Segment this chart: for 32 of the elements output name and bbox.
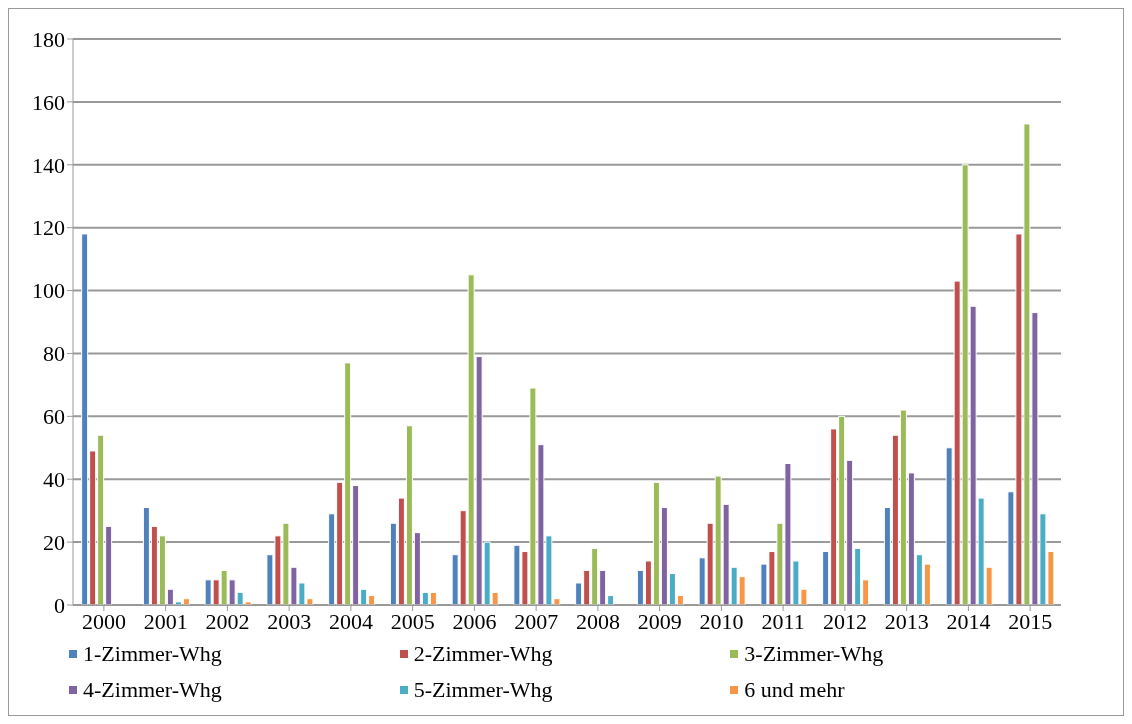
legend-label: 1-Zimmer-Whg	[83, 641, 222, 667]
x-tick-label: 2008	[575, 608, 620, 634]
legend-label: 5-Zimmer-Whg	[413, 677, 553, 703]
y-tick-label: 60	[43, 404, 65, 430]
x-tick-label: 2005	[390, 608, 435, 634]
y-tick-label: 40	[43, 467, 65, 493]
legend-label: 4-Zimmer-Whg	[83, 677, 222, 703]
y-tick-label: 100	[32, 278, 65, 304]
x-tick-label: 2007	[514, 608, 559, 634]
x-tick-label: 2010	[699, 608, 744, 634]
x-tick-label: 2000	[81, 608, 126, 634]
x-tick-label: 2004	[328, 608, 373, 634]
y-tick-label: 140	[32, 152, 65, 178]
x-tick-label: 2011	[761, 608, 805, 634]
x-tick-label: 2002	[205, 608, 250, 634]
x-tick-label: 2014	[946, 608, 991, 634]
legend-label: 6 und mehr	[744, 677, 845, 703]
y-tick-label: 80	[43, 341, 65, 367]
y-tick-label: 160	[32, 89, 65, 115]
x-tick-label: 2006	[452, 608, 497, 634]
y-tick-label: 0	[54, 592, 65, 618]
x-tick-label: 2012	[822, 608, 867, 634]
legend-label: 2-Zimmer-Whg	[413, 641, 553, 667]
legend-label: 3-Zimmer-Whg	[744, 641, 884, 667]
x-tick-label: 2003	[267, 608, 312, 634]
x-tick-label: 2009	[637, 608, 682, 634]
y-tick-label: 20	[43, 529, 65, 555]
x-tick-label: 2015	[1008, 608, 1053, 634]
y-tick-label: 120	[32, 215, 65, 241]
x-tick-label: 2013	[884, 608, 929, 634]
x-tick-label: 2001	[143, 608, 188, 634]
y-tick-label: 180	[32, 26, 65, 52]
